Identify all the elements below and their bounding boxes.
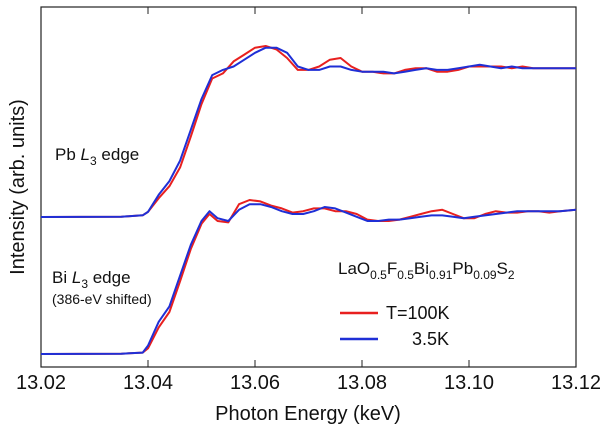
formula-part-7: 0.09: [473, 268, 497, 282]
series-layer: [40, 45, 577, 355]
pb-edge-label-sub: 3: [90, 154, 97, 168]
formula-part-4: Bi: [414, 259, 429, 278]
legend-label-100k: T=100K: [386, 303, 450, 323]
compound-formula: LaO0.5F0.5Bi0.91Pb0.09S2: [338, 259, 515, 282]
series-line-pb-1: [40, 46, 576, 218]
legend-label-3-5k: 3.5K: [412, 329, 449, 349]
bi-edge-label-rest: edge: [88, 268, 131, 287]
x-tick-label-4: 13.10: [444, 372, 494, 394]
bi-shift-note: (386-eV shifted): [52, 291, 152, 307]
pb-edge-label-main: Pb: [55, 145, 81, 164]
formula-part-5: 0.91: [429, 268, 453, 282]
pb-edge-label-L: L: [81, 145, 90, 164]
formula-part-3: 0.5: [397, 268, 414, 282]
formula-part-6: Pb: [452, 259, 473, 278]
formula-part-0: LaO: [338, 259, 370, 278]
x-axis-label: Photon Energy (keV): [215, 403, 401, 425]
legend: T=100K 3.5K: [340, 303, 450, 349]
pb-edge-label-rest: edge: [97, 145, 140, 164]
x-tick-label-3: 13.08: [337, 372, 387, 394]
x-tick-label-5: 13.12: [551, 372, 601, 394]
series-line-bi-3: [40, 203, 577, 355]
y-axis-label: Intensity (arb. units): [7, 99, 29, 275]
x-tick-label-1: 13.04: [123, 372, 173, 394]
series-line-pb-0: [40, 45, 576, 218]
x-tick-group: 13.02 13.04 13.06 13.08 13.10 13.12: [16, 7, 601, 394]
formula-part-8: S: [497, 259, 508, 278]
x-tick-label-2: 13.06: [230, 372, 280, 394]
formula-part-2: F: [387, 259, 397, 278]
x-tick-label-0: 13.02: [16, 372, 66, 394]
bi-edge-label-sub: 3: [81, 277, 88, 291]
formula-part-9: 2: [508, 268, 515, 282]
pb-edge-label: Pb L3 edge: [55, 145, 139, 168]
bi-edge-label: Bi L3 edge: [52, 268, 131, 291]
plot-frame: [40, 6, 577, 368]
bi-edge-label-main: Bi: [52, 268, 72, 287]
bi-edge-label-L: L: [72, 268, 81, 287]
formula-part-1: 0.5: [370, 268, 387, 282]
